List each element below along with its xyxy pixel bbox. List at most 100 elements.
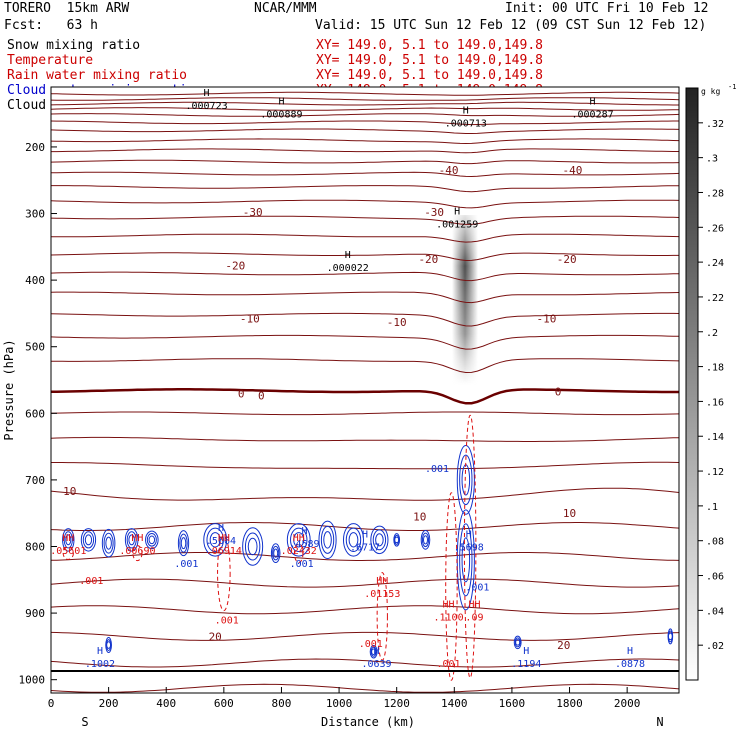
temperature-line <box>50 436 680 442</box>
x-tick-label: 200 <box>99 697 119 710</box>
temperature-line <box>50 128 680 134</box>
temperature-line <box>51 148 679 154</box>
cloud-high-marker: H <box>301 526 307 537</box>
temperature-line <box>50 631 680 641</box>
x-tick-label: 1000 <box>326 697 353 710</box>
y-tick-label: 700 <box>25 474 45 487</box>
rain-contour-label: .001 <box>215 616 239 627</box>
snow-high-marker: H <box>345 250 351 261</box>
init-time: Init: 00 UTC Fri 10 Feb 12 <box>505 1 709 16</box>
axes: 0 200 400 600 800 1000 1200 1400 1600 1800 2000200… <box>19 141 641 710</box>
temperature-label: -10 <box>387 316 407 329</box>
cloud-water-contour <box>177 530 190 557</box>
cloud-water-contour <box>179 533 188 553</box>
cloud-water-contour <box>371 648 377 655</box>
cloud-water-contour <box>420 529 431 550</box>
y-axis-label: Pressure (hPa) <box>2 339 16 440</box>
cloud-water-contour <box>320 525 335 554</box>
colorbar: .02 .04 .06 .08 .1 .12 .14 .16 .18 .2 .22 .24 .26 .28… <box>685 83 736 681</box>
south-label: S <box>81 715 88 729</box>
temperature-line <box>50 120 679 126</box>
cloud-high-value: .5698 <box>454 542 484 553</box>
temperature-line <box>50 107 680 111</box>
x-tick-label: 1800 <box>556 697 583 710</box>
temperature-line <box>50 312 680 327</box>
north-label: N <box>656 715 663 729</box>
rain-contour-label: .001 <box>79 576 103 587</box>
temperature-line <box>50 199 680 209</box>
rain-water-contour <box>445 492 458 681</box>
legend-item-2: Rain water mixing ratio <box>7 68 187 83</box>
cloud-contour-label: .001 <box>465 582 489 593</box>
temperature-line <box>50 658 680 668</box>
temperature-line <box>51 233 680 243</box>
y-tick-label: 600 <box>25 407 45 420</box>
x-tick-label: 1200 <box>383 697 410 710</box>
colorbar-tick-label: .1 <box>706 502 718 513</box>
cloud-water-contour <box>273 548 279 558</box>
valid-time: Valid: 15 UTC Sun 12 Feb 12 (09 CST Sun … <box>315 18 707 33</box>
rain-high-marker: HH <box>218 533 230 544</box>
cloud-water-contour <box>105 536 112 550</box>
cloud-water-contour <box>286 523 311 557</box>
legend-item-1: Temperature <box>7 53 93 68</box>
colorbar-tick-label: .04 <box>706 606 724 617</box>
cloud-water-contour <box>394 536 400 544</box>
forecast-hour: Fcst: 63 h <box>4 18 98 33</box>
cloud-water-contour <box>148 535 156 545</box>
temperature-line <box>50 578 680 588</box>
temperature-line <box>50 487 680 501</box>
temperature-line <box>50 522 680 531</box>
cloud-high-value: .5664 <box>206 536 236 547</box>
temperature-line <box>51 461 680 470</box>
cloud-water-contour <box>82 531 95 549</box>
temperature-line <box>51 185 680 193</box>
cloud-water-contour <box>244 532 261 561</box>
snow-high-marker: H <box>590 97 596 108</box>
cloud-water-contour <box>422 535 428 545</box>
rain-high-marker: HH <box>468 599 480 610</box>
cloud-high-marker: H <box>627 646 633 657</box>
rain-water-contour <box>376 572 388 661</box>
cloud-high-value: .1002 <box>85 659 115 670</box>
temperature-label: -20 <box>225 259 245 272</box>
colorbar-tick-label: .08 <box>706 537 724 548</box>
cloud-water-contour <box>146 533 157 547</box>
model-title: TORERO 15km ARW <box>4 1 130 16</box>
cloud-water-contour <box>272 545 280 561</box>
temperature-line <box>50 411 680 416</box>
temperature-line <box>50 605 680 615</box>
rain-high-value: .05601 <box>50 546 86 557</box>
cloud-water-contour <box>372 529 387 551</box>
snow-high-marker: H <box>278 97 284 108</box>
temperature-line <box>50 358 680 374</box>
cloud-water-contour <box>369 644 378 659</box>
rain-contour-label: .001 <box>436 659 460 670</box>
y-tick-label: 500 <box>25 341 45 354</box>
colorbar-scale <box>685 87 699 681</box>
freezing-level-line <box>50 388 679 405</box>
cloud-high-value: .1194 <box>511 659 541 670</box>
cloud-water-contour <box>348 532 359 548</box>
snow-high-marker: H <box>204 88 210 99</box>
cloud-high-value: .0878 <box>615 659 645 670</box>
temperature-label: -10 <box>537 313 557 326</box>
rain-water-contour <box>217 535 231 612</box>
temperature-line <box>50 271 680 282</box>
temperature-label: 20 <box>557 639 570 652</box>
cloud-water-contour <box>323 531 332 549</box>
colorbar-unit: g kg <box>701 87 720 96</box>
colorbar-tick-label: .32 <box>706 119 724 130</box>
temperature-label: -30 <box>243 206 263 219</box>
temperature-contours <box>50 91 680 693</box>
cloud-water-contour <box>342 523 364 557</box>
x-tick-label: 400 <box>156 697 176 710</box>
temperature-line <box>50 334 680 350</box>
colorbar-tick-label: .24 <box>706 258 724 269</box>
temperature-line <box>50 291 680 304</box>
cloud-water-contour <box>145 530 159 550</box>
cloud-water-contour <box>456 445 475 515</box>
y-tick-label: 1000 <box>19 674 46 687</box>
rain-high-marker: HH <box>131 533 143 544</box>
cloud-water-contour <box>242 527 264 566</box>
